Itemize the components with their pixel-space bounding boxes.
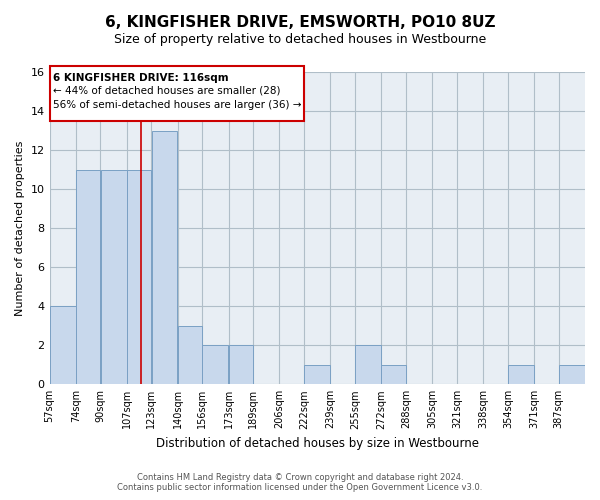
Bar xyxy=(508,365,534,384)
Bar xyxy=(382,365,406,384)
FancyBboxPatch shape xyxy=(50,66,304,121)
X-axis label: Distribution of detached houses by size in Westbourne: Distribution of detached houses by size … xyxy=(156,437,479,450)
Text: Size of property relative to detached houses in Westbourne: Size of property relative to detached ho… xyxy=(114,32,486,46)
Bar xyxy=(355,346,381,385)
Bar xyxy=(229,346,253,385)
Bar xyxy=(101,170,127,384)
Bar xyxy=(178,326,202,384)
Text: 6 KINGFISHER DRIVE: 116sqm: 6 KINGFISHER DRIVE: 116sqm xyxy=(53,73,228,83)
Bar xyxy=(50,306,76,384)
Bar xyxy=(304,365,330,384)
Bar xyxy=(127,170,151,384)
Y-axis label: Number of detached properties: Number of detached properties xyxy=(15,140,25,316)
Bar xyxy=(76,170,100,384)
Bar xyxy=(152,130,178,384)
Bar xyxy=(559,365,585,384)
Text: ← 44% of detached houses are smaller (28): ← 44% of detached houses are smaller (28… xyxy=(53,86,280,96)
Text: Contains HM Land Registry data © Crown copyright and database right 2024.
Contai: Contains HM Land Registry data © Crown c… xyxy=(118,473,482,492)
Text: 56% of semi-detached houses are larger (36) →: 56% of semi-detached houses are larger (… xyxy=(53,100,301,110)
Text: 6, KINGFISHER DRIVE, EMSWORTH, PO10 8UZ: 6, KINGFISHER DRIVE, EMSWORTH, PO10 8UZ xyxy=(105,15,495,30)
Bar xyxy=(202,346,229,385)
